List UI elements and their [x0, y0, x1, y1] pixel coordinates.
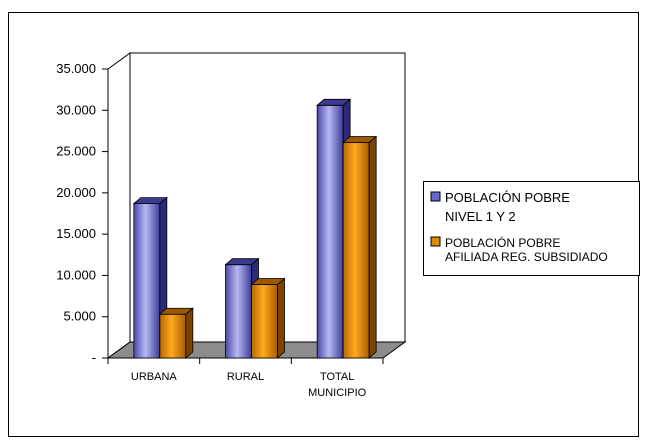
legend-swatch [430, 236, 441, 247]
bars [132, 98, 378, 359]
x-category-label: MUNICIPIO [308, 387, 367, 399]
legend-label: POBLACIÓN POBRE [445, 190, 570, 205]
bar-front [251, 284, 278, 359]
y-tick-label: 25.000 [56, 144, 96, 159]
bar [132, 196, 168, 359]
y-tick-label: 15.000 [56, 226, 96, 241]
y-tick-label: 30.000 [56, 102, 96, 117]
bar-top [132, 197, 168, 204]
bar-front [225, 264, 252, 359]
bar-top [316, 98, 352, 106]
y-tick-label: 5.000 [63, 309, 96, 324]
legend-swatch [430, 191, 441, 202]
y-tick-label: 20.000 [56, 185, 96, 200]
bar [158, 307, 194, 359]
x-category-label: URBANA [131, 371, 178, 383]
y-tick-label: 10.000 [56, 267, 96, 282]
bar-side [277, 277, 285, 359]
y-axis-ticks: - 5.000 10.000 15.000 20.000 25.000 30.000 35.0… [56, 61, 108, 365]
bar-top [158, 307, 194, 315]
bar-front [133, 203, 161, 359]
bar-side [368, 135, 377, 359]
legend-label: NIVEL 1 Y 2 [445, 209, 516, 224]
bar-top [224, 258, 260, 266]
bar-top [342, 136, 378, 143]
x-category-label: TOTAL [320, 371, 354, 383]
x-category-label: RURAL [227, 371, 264, 383]
bar [250, 277, 286, 359]
bar [342, 135, 378, 359]
legend-label: AFILIADA REG. SUBSIDIADO [445, 250, 608, 264]
y-tick-label: - [92, 350, 96, 365]
legend-label: POBLACIÓN POBRE [445, 235, 560, 250]
bar-front [159, 313, 187, 359]
legend-box [423, 181, 640, 276]
bar-front [342, 142, 370, 359]
bar-top [250, 278, 286, 285]
side-wall [107, 52, 131, 359]
bar-front [316, 104, 344, 359]
legend: POBLACIÓN POBRE NIVEL 1 Y 2 POBLACIÓN POBR… [423, 181, 640, 276]
y-tick-label: 35.000 [56, 61, 96, 76]
x-axis-categories: URBANA RURAL TOTAL MUNICIPIO [107, 358, 384, 399]
bar-side [185, 307, 194, 359]
